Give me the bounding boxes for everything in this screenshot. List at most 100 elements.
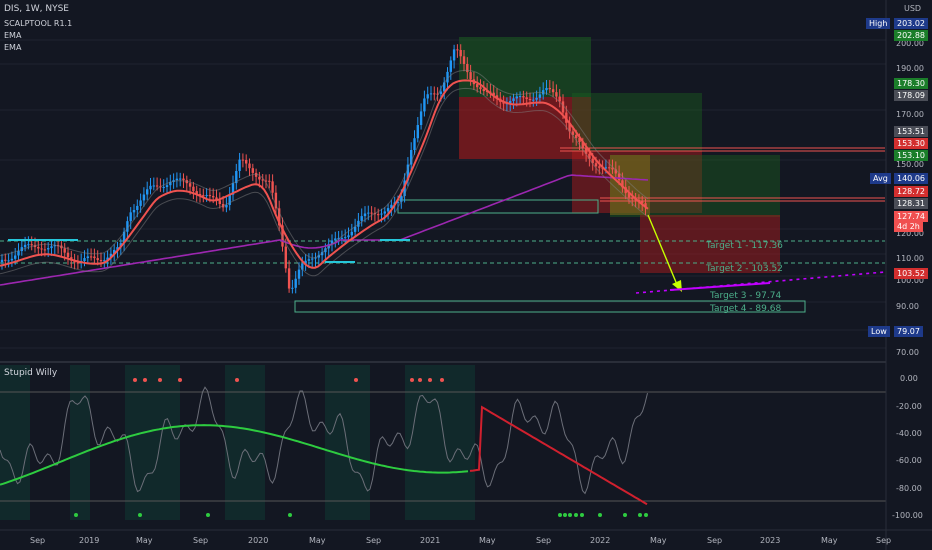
- candle-body: [122, 231, 126, 244]
- currency-label: USD: [904, 4, 922, 13]
- candle-body: [512, 98, 515, 102]
- candle-body: [515, 96, 518, 99]
- candle-body: [406, 164, 410, 181]
- candle-body: [591, 158, 594, 164]
- candle-body: [14, 255, 17, 259]
- candle-body: [568, 122, 571, 132]
- candle-body: [40, 248, 43, 250]
- indicator-ema-2[interactable]: EMA: [4, 43, 22, 52]
- candle-body: [225, 204, 228, 208]
- candle-body: [268, 180, 271, 182]
- candle-body: [631, 197, 634, 200]
- price-tick: 120.00: [896, 229, 924, 238]
- target-2-label: Target 2 - 103.52: [706, 264, 783, 274]
- osc-sell-dot: [143, 378, 147, 382]
- candle-body: [433, 93, 436, 95]
- time-tick: Sep: [876, 536, 892, 545]
- candle-body: [353, 226, 357, 232]
- candle-body: [261, 179, 264, 181]
- candle-body: [27, 244, 30, 246]
- candle-body: [344, 237, 347, 239]
- candle-body: [53, 245, 56, 247]
- candle-body: [522, 96, 525, 98]
- candle-body: [327, 244, 330, 249]
- candle-body: [311, 258, 314, 260]
- candle-body: [96, 258, 99, 261]
- candle-body: [377, 214, 380, 216]
- candle-body: [215, 197, 218, 201]
- candle-body: [413, 138, 416, 150]
- candle-body: [423, 98, 426, 112]
- candle-body: [4, 259, 7, 261]
- time-tick: May: [650, 536, 667, 545]
- candle-body: [291, 287, 294, 289]
- candle-body: [469, 72, 472, 80]
- candle-body: [518, 96, 522, 98]
- price-badge: 103.52: [894, 268, 928, 279]
- candle-body: [611, 167, 614, 170]
- low-value-badge: 79.07: [894, 326, 923, 337]
- candle-body: [43, 249, 47, 251]
- stop-zone-red: [459, 97, 591, 159]
- time-tick: 2022: [590, 536, 611, 545]
- trendline-solid: [669, 282, 771, 291]
- candle-body: [584, 147, 588, 154]
- candle-body: [314, 257, 317, 259]
- candle-body: [248, 163, 251, 169]
- candle-body: [251, 168, 254, 173]
- candle-body: [238, 159, 241, 171]
- price-candles: [0, 44, 647, 294]
- candle-body: [571, 131, 575, 135]
- osc-buy-dot: [558, 513, 562, 517]
- candle-body: [99, 260, 103, 262]
- osc-buy-dot: [644, 513, 648, 517]
- candle-body: [367, 212, 370, 214]
- candle-body: [627, 193, 631, 198]
- price-badge: 178.30: [894, 78, 928, 89]
- osc-zone-4: [225, 365, 265, 520]
- avg-value-badge: 140.06: [894, 173, 928, 184]
- candle-body: [142, 194, 146, 201]
- time-tick: May: [821, 536, 838, 545]
- target-box-3: [294, 300, 806, 313]
- candle-body: [555, 92, 558, 97]
- candle-body: [307, 259, 311, 261]
- candle-body: [528, 99, 532, 101]
- candle-body: [575, 134, 578, 138]
- candle-body: [551, 89, 555, 93]
- current-price-badge: 127.74: [894, 211, 928, 222]
- candle-body: [50, 246, 53, 249]
- osc-tick: -20.00: [896, 402, 922, 411]
- candle-body: [383, 211, 386, 214]
- candle-body: [182, 178, 185, 181]
- indicator-title-stupid-willy[interactable]: Stupid Willy: [4, 368, 58, 378]
- candle-body: [360, 216, 363, 221]
- time-tick: May: [136, 536, 153, 545]
- candle-body: [86, 256, 89, 259]
- candle-body: [294, 278, 297, 288]
- candle-body: [396, 201, 400, 203]
- candle-body: [604, 167, 608, 169]
- price-tick: 90.00: [896, 302, 919, 311]
- candle-body: [165, 185, 169, 188]
- price-badge: 128.72: [894, 186, 928, 197]
- candle-body: [245, 160, 248, 164]
- candle-body: [390, 204, 393, 209]
- candle-body: [218, 200, 221, 205]
- candle-body: [76, 262, 80, 264]
- osc-sell-dot: [440, 378, 444, 382]
- price-tick: 110.00: [896, 254, 924, 263]
- indicator-ema-1[interactable]: EMA: [4, 31, 22, 40]
- candle-body: [0, 259, 4, 262]
- candle-body: [621, 180, 624, 188]
- candle-body: [195, 191, 198, 194]
- symbol-title[interactable]: DIS, 1W, NYSE: [4, 4, 69, 14]
- time-tick: 2023: [760, 536, 781, 545]
- indicator-scalptool[interactable]: SCALPTOOL R1.1: [4, 19, 73, 28]
- candle-body: [320, 252, 324, 256]
- candle-body: [509, 101, 512, 104]
- osc-buy-dot: [206, 513, 210, 517]
- candle-body: [340, 237, 344, 239]
- candle-body: [330, 240, 334, 245]
